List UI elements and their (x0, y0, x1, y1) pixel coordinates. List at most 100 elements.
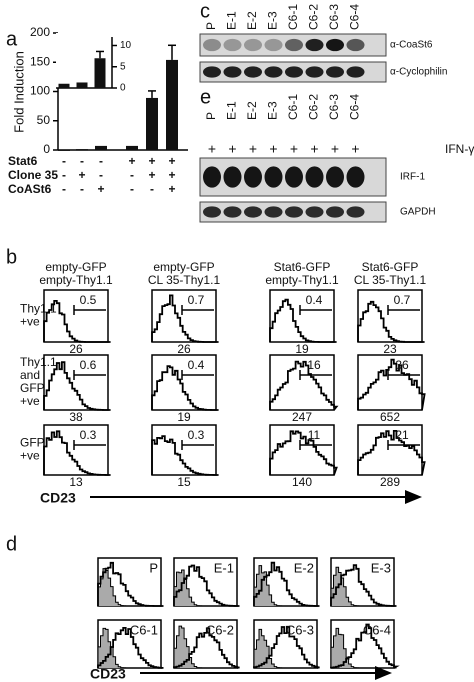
mfi-value: 23 (383, 342, 397, 356)
condition-label: Clone 35 (8, 168, 58, 182)
treatment-label: IFN-γ (445, 142, 474, 156)
condition-sign: + (168, 154, 175, 168)
gate-value: 0.4 (306, 293, 323, 307)
condition-sign: - (130, 182, 134, 196)
row-label: and (20, 368, 40, 382)
band (305, 66, 324, 78)
band (223, 38, 242, 52)
gate-value: 0.6 (80, 358, 97, 372)
y-tick-label: 10 (120, 40, 132, 51)
condition-label: Stat6 (8, 154, 38, 168)
bar (76, 82, 88, 88)
histogram (43, 361, 111, 411)
band (305, 38, 324, 52)
bar (58, 83, 70, 88)
band (346, 66, 365, 78)
band (305, 206, 324, 218)
mfi-value: 289 (380, 475, 400, 489)
histogram (97, 561, 164, 607)
lane-label: E-2 (245, 11, 259, 30)
condition-label: CoASt6 (8, 182, 52, 196)
lane-label: C6-4 (348, 4, 362, 30)
band (244, 38, 262, 52)
condition-sign: - (99, 168, 103, 182)
histogram (269, 360, 339, 411)
histogram-frame (151, 354, 217, 411)
band (203, 166, 221, 188)
gate-value: 0.4 (188, 358, 205, 372)
row-label: +ve (20, 315, 40, 329)
sample-label: E-1 (214, 560, 234, 575)
band (326, 166, 344, 188)
band (203, 66, 221, 78)
panel-label: c (200, 0, 210, 22)
band (305, 166, 324, 188)
band (346, 206, 365, 218)
mfi-value: 26 (177, 342, 191, 356)
band (326, 38, 344, 52)
histogram (151, 365, 219, 411)
band (346, 166, 365, 188)
band (223, 66, 242, 78)
histogram (269, 298, 337, 343)
condition-sign: + (97, 182, 104, 196)
condition-sign: - (80, 154, 84, 168)
histogram (151, 294, 219, 343)
arrow-head (405, 490, 422, 504)
lane-label: P (204, 22, 218, 30)
lane-label: P (204, 112, 218, 120)
condition-sign: + (128, 154, 135, 168)
lane-label: E-1 (225, 11, 239, 30)
lane-label: C6-4 (348, 94, 362, 120)
histogram (357, 300, 425, 343)
arrow-head (375, 666, 392, 680)
bar (94, 58, 106, 88)
histogram (43, 430, 111, 476)
gate-value: 0.7 (394, 293, 411, 307)
control-histogram (173, 625, 240, 669)
y-tick-label: 50 (37, 113, 51, 127)
row-label: GFP (20, 381, 45, 395)
mfi-value: 19 (177, 410, 191, 424)
histogram-frame (43, 289, 109, 343)
bar (146, 97, 158, 150)
mfi-value: 15 (177, 475, 191, 489)
bar (76, 149, 88, 151)
treatment-sign: + (290, 141, 298, 157)
bar (95, 145, 107, 150)
x-axis-label: CD23 (90, 666, 126, 682)
y-tick-label: 0 (43, 142, 50, 156)
condition-sign: - (130, 168, 134, 182)
band (223, 206, 242, 218)
band (264, 206, 283, 218)
condition-sign: - (99, 154, 103, 168)
condition-sign: + (168, 182, 175, 196)
bar (126, 145, 138, 150)
panel-label: e (200, 86, 211, 108)
panel-label: d (6, 533, 17, 555)
row-label: +ve (20, 449, 40, 463)
band (244, 166, 262, 188)
sample-label: C6-4 (363, 622, 391, 637)
column-header: empty-GFP (153, 260, 214, 274)
band (244, 66, 262, 78)
mfi-value: 13 (69, 475, 83, 489)
y-tick-label: 100 (30, 84, 50, 98)
band (326, 66, 344, 78)
gate-value: 21 (395, 428, 409, 442)
condition-sign: - (62, 182, 66, 196)
band (285, 166, 303, 188)
column-header: Stat6-GFP (274, 260, 331, 274)
sample-label: P (149, 560, 158, 575)
lane-label: E-3 (266, 101, 280, 120)
lane-label: C6-3 (327, 4, 341, 30)
mfi-value: 26 (69, 342, 83, 356)
histogram-frame (357, 289, 423, 343)
lane-label: C6-1 (286, 4, 300, 30)
blot-label: IRF-1 (400, 172, 425, 183)
y-tick-label: 0 (120, 83, 126, 94)
band (346, 38, 365, 52)
mfi-value: 140 (292, 475, 312, 489)
condition-sign: - (80, 182, 84, 196)
treatment-sign: + (310, 141, 318, 157)
